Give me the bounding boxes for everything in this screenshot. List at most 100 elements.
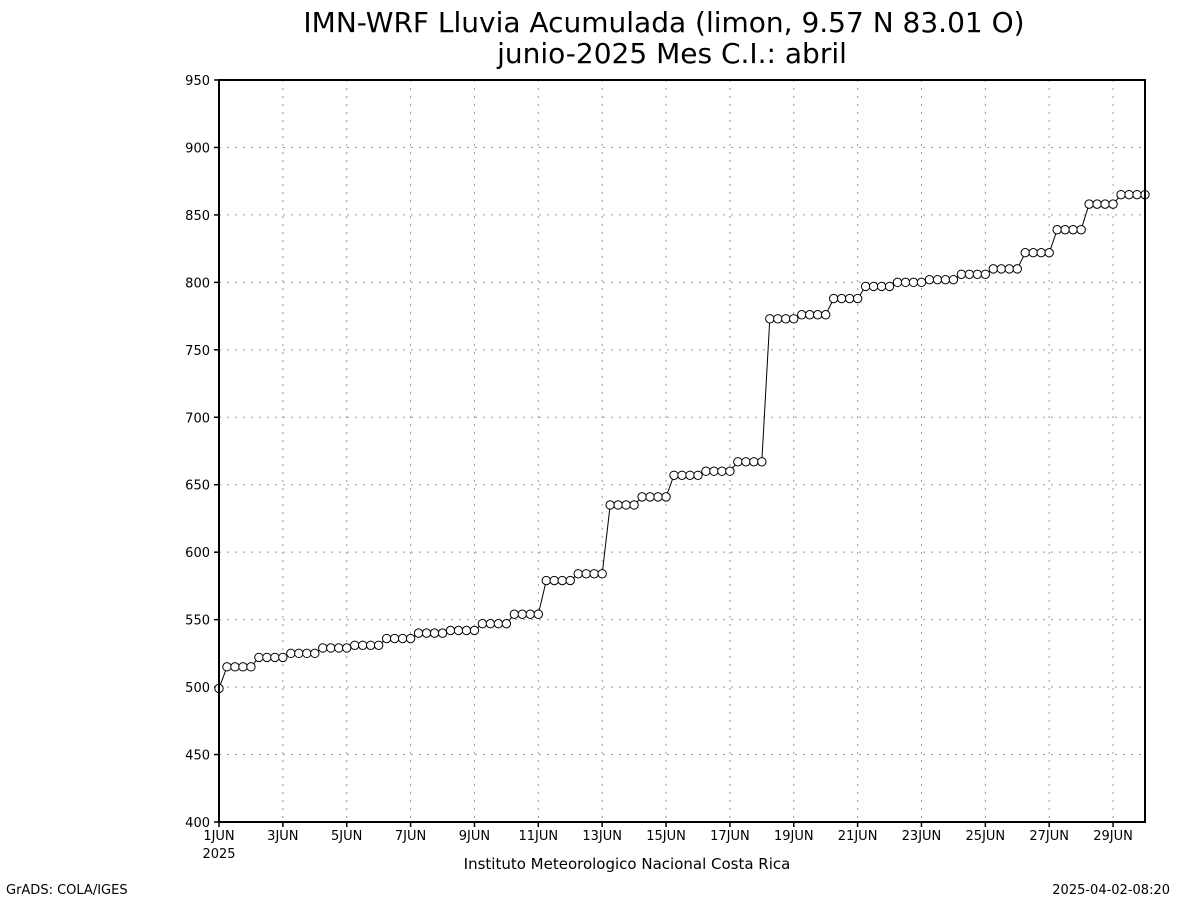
y-tick-label: 850	[185, 209, 210, 224]
data-point	[621, 500, 631, 510]
x-tick-label: 19JUN	[774, 829, 814, 844]
data-point	[1052, 225, 1062, 235]
data-point	[884, 281, 895, 292]
data-point	[533, 609, 544, 619]
data-point	[381, 633, 392, 644]
data-point	[286, 648, 296, 659]
data-point	[469, 625, 480, 636]
data-point	[413, 628, 424, 638]
y-tick-label: 900	[185, 141, 210, 156]
data-point	[797, 310, 807, 320]
data-point	[820, 310, 831, 320]
data-point	[653, 492, 663, 502]
data-point	[254, 652, 264, 663]
data-point	[781, 314, 791, 324]
x-tick-label: 13JUN	[582, 829, 622, 844]
data-point	[445, 625, 456, 636]
x-tick-label: 7JUN	[395, 829, 426, 844]
x-tick-label: 21JUN	[838, 829, 878, 844]
data-point	[860, 281, 871, 292]
data-point	[916, 277, 927, 288]
data-point	[677, 470, 687, 480]
x-tick-label: 1JUN	[203, 829, 234, 844]
data-point	[1076, 225, 1086, 235]
data-point	[509, 609, 520, 619]
data-point	[693, 470, 703, 480]
data-point	[1108, 199, 1118, 209]
y-tick-label: 700	[185, 411, 210, 426]
x-tick-label: 15JUN	[646, 829, 686, 844]
data-point	[813, 310, 823, 320]
data-point	[365, 640, 376, 650]
data-point	[342, 643, 352, 653]
data-point	[238, 662, 248, 672]
data-point	[565, 575, 575, 586]
data-point	[709, 466, 719, 476]
chart-subtitle: junio-2025 Mes C.I.: abril	[496, 37, 847, 70]
x-axis-year-label: 2025	[202, 847, 235, 862]
data-point	[844, 293, 855, 304]
data-point	[900, 277, 911, 288]
plot-frame	[218, 79, 1146, 823]
data-point	[932, 274, 943, 285]
data-point	[1020, 247, 1030, 258]
series-layer	[214, 189, 1150, 694]
institution-credit: Instituto Meteorologico Nacional Costa R…	[464, 855, 791, 873]
data-point	[685, 470, 695, 480]
data-point	[493, 618, 504, 629]
data-point	[1004, 264, 1014, 274]
data-point	[597, 569, 607, 579]
data-point	[222, 662, 232, 672]
data-point	[557, 575, 567, 586]
y-tick-label: 500	[185, 681, 210, 696]
data-point	[828, 293, 839, 304]
data-point	[741, 457, 751, 467]
x-tick-label: 9JUN	[459, 829, 490, 844]
data-point	[1044, 247, 1054, 258]
data-point	[421, 628, 432, 638]
data-point	[350, 640, 360, 650]
data-point	[461, 625, 472, 636]
data-point	[701, 466, 711, 476]
data-point	[717, 466, 727, 476]
data-point	[629, 500, 639, 510]
y-tick-label: 650	[185, 479, 210, 494]
data-point	[669, 470, 679, 480]
data-point	[541, 575, 551, 586]
data-point	[1124, 189, 1134, 200]
x-tick-label: 5JUN	[331, 829, 362, 844]
y-tick-label: 750	[185, 344, 210, 359]
data-point	[1092, 199, 1102, 209]
data-point	[302, 648, 312, 659]
x-tick-label: 17JUN	[710, 829, 750, 844]
timestamp: 2025-04-02-08:20	[1052, 883, 1170, 898]
y-tick-label: 950	[185, 74, 210, 89]
data-point	[892, 277, 903, 288]
data-point	[868, 281, 879, 292]
data-point	[1100, 199, 1110, 209]
x-axis: 1JUN 3JUN 5JUN 7JUN 9JUN 11JUN 13JUN 15JUN 17JUN…	[203, 822, 1133, 844]
data-point	[948, 274, 959, 285]
data-point	[972, 269, 983, 279]
x-tick-label: 25JUN	[966, 829, 1006, 844]
data-point	[645, 492, 655, 502]
data-point	[757, 457, 767, 467]
data-point	[1036, 247, 1046, 258]
y-tick-label: 600	[185, 546, 210, 561]
data-point	[1028, 247, 1038, 258]
data-point	[501, 618, 512, 629]
data-point	[437, 628, 448, 638]
data-point	[262, 652, 272, 663]
data-point	[940, 274, 951, 285]
x-tick-label: 3JUN	[267, 829, 298, 844]
software-credit: GrADS: COLA/IGES	[6, 883, 128, 898]
data-point	[637, 492, 647, 502]
data-point	[373, 640, 384, 650]
data-point	[836, 293, 847, 304]
x-tick-label: 27JUN	[1029, 829, 1069, 844]
y-tick-label: 400	[185, 816, 210, 831]
data-point	[773, 314, 783, 324]
data-point	[1084, 199, 1094, 209]
data-point	[988, 264, 999, 274]
